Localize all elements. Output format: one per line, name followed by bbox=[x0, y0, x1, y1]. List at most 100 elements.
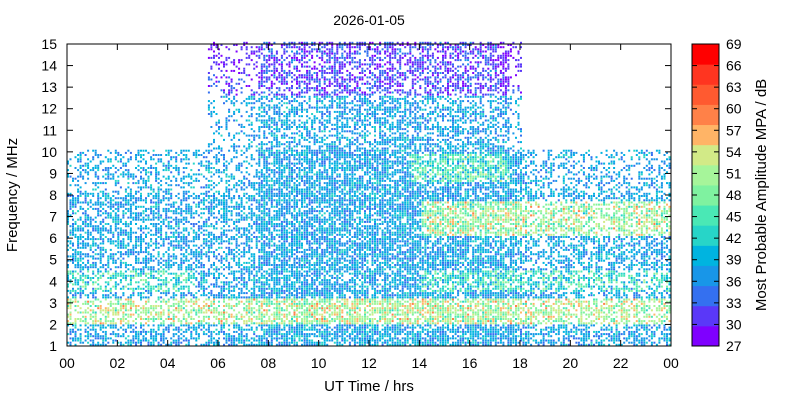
heatmap-cell bbox=[167, 162, 170, 165]
heatmap-cell bbox=[283, 154, 286, 156]
heatmap-cell bbox=[275, 343, 278, 346]
heatmap-cell bbox=[187, 266, 190, 269]
heatmap-cell bbox=[230, 145, 233, 148]
heatmap-cell bbox=[92, 281, 95, 284]
heatmap-cell bbox=[97, 197, 100, 200]
heatmap-cell bbox=[74, 264, 77, 266]
heatmap-cell bbox=[243, 285, 246, 288]
heatmap-cell bbox=[223, 229, 225, 232]
heatmap-cell bbox=[258, 210, 261, 213]
heatmap-cell bbox=[165, 197, 168, 200]
heatmap-cell bbox=[147, 318, 150, 320]
heatmap-cell bbox=[250, 259, 253, 262]
heatmap-cell bbox=[124, 197, 127, 200]
heatmap-cell bbox=[245, 335, 248, 338]
heatmap-cell bbox=[72, 248, 74, 251]
heatmap-cell bbox=[283, 134, 286, 137]
heatmap-cell bbox=[129, 210, 132, 213]
heatmap-cell bbox=[280, 205, 283, 208]
heatmap-cell bbox=[182, 229, 185, 232]
heatmap-cell bbox=[165, 285, 168, 288]
heatmap-cell bbox=[167, 203, 170, 206]
heatmap-cell bbox=[235, 190, 238, 193]
heatmap-cell bbox=[207, 78, 210, 81]
heatmap-cell bbox=[79, 195, 82, 197]
heatmap-cell bbox=[285, 205, 288, 208]
heatmap-cell bbox=[155, 175, 158, 178]
heatmap-cell bbox=[215, 169, 218, 172]
heatmap-cell bbox=[230, 160, 233, 163]
heatmap-cell bbox=[253, 212, 256, 215]
heatmap-cell bbox=[273, 264, 276, 266]
heatmap-cell bbox=[135, 158, 137, 161]
heatmap-cell bbox=[172, 294, 175, 297]
heatmap-cell bbox=[74, 294, 77, 297]
heatmap-cell bbox=[250, 203, 253, 206]
heatmap-cell bbox=[273, 65, 276, 68]
heatmap-cell bbox=[273, 175, 276, 178]
heatmap-cell bbox=[180, 333, 183, 336]
heatmap-cell bbox=[82, 227, 85, 230]
heatmap-cell bbox=[129, 156, 132, 159]
heatmap-cell bbox=[195, 236, 198, 238]
heatmap-cell bbox=[228, 242, 231, 245]
heatmap-cell bbox=[89, 244, 92, 247]
heatmap-cell bbox=[140, 186, 142, 189]
heatmap-cell bbox=[190, 268, 193, 271]
heatmap-cell bbox=[147, 266, 150, 269]
heatmap-cell bbox=[77, 261, 80, 264]
heatmap-cell bbox=[182, 236, 185, 238]
heatmap-cell bbox=[177, 173, 180, 176]
heatmap-cell bbox=[185, 212, 188, 215]
heatmap-cell bbox=[155, 207, 158, 210]
heatmap-cell bbox=[263, 328, 266, 331]
heatmap-cell bbox=[283, 225, 286, 228]
heatmap-cell bbox=[157, 326, 160, 329]
heatmap-cell bbox=[175, 341, 178, 344]
heatmap-cell bbox=[92, 195, 95, 197]
heatmap-cell bbox=[273, 255, 276, 258]
heatmap-cell bbox=[280, 54, 283, 57]
heatmap-cell bbox=[275, 130, 278, 133]
heatmap-cell bbox=[175, 309, 178, 312]
heatmap-cell bbox=[177, 330, 180, 333]
heatmap-cell bbox=[210, 339, 213, 342]
heatmap-cell bbox=[200, 283, 203, 286]
heatmap-cell bbox=[260, 283, 263, 286]
heatmap-cell bbox=[210, 266, 213, 269]
heatmap-cell bbox=[107, 324, 110, 327]
heatmap-cell bbox=[278, 199, 281, 202]
heatmap-cell bbox=[270, 154, 273, 156]
heatmap-cell bbox=[132, 251, 135, 254]
heatmap-cell bbox=[182, 294, 185, 297]
heatmap-cell bbox=[187, 274, 190, 277]
heatmap-cell bbox=[238, 207, 241, 210]
heatmap-cell bbox=[112, 294, 115, 297]
heatmap-cell bbox=[270, 233, 273, 236]
heatmap-cell bbox=[87, 266, 90, 269]
heatmap-cell bbox=[74, 330, 77, 333]
heatmap-cell bbox=[248, 143, 251, 146]
heatmap-cell bbox=[172, 315, 175, 318]
heatmap-cell bbox=[273, 244, 276, 247]
heatmap-cell bbox=[283, 337, 286, 340]
heatmap-cell bbox=[160, 214, 163, 217]
heatmap-cell bbox=[155, 305, 158, 307]
heatmap-cell bbox=[263, 56, 266, 59]
heatmap-cell bbox=[270, 322, 273, 325]
heatmap-cell bbox=[142, 199, 145, 202]
heatmap-cell bbox=[283, 281, 286, 284]
heatmap-cell bbox=[135, 270, 137, 273]
heatmap-cell bbox=[285, 259, 288, 262]
heatmap-cell bbox=[285, 274, 288, 277]
heatmap-cell bbox=[180, 214, 183, 217]
heatmap-cell bbox=[245, 333, 248, 336]
heatmap-cell bbox=[197, 149, 200, 152]
heatmap-cell bbox=[104, 210, 107, 213]
heatmap-cell bbox=[82, 302, 85, 305]
heatmap-cell bbox=[273, 333, 276, 336]
heatmap-cell bbox=[273, 320, 276, 323]
heatmap-cell bbox=[275, 192, 278, 195]
plot-area bbox=[66, 41, 672, 347]
heatmap-cell bbox=[273, 259, 276, 262]
